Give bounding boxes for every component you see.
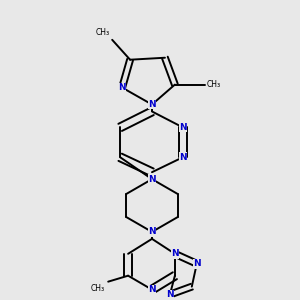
Text: CH₃: CH₃	[207, 80, 221, 89]
Text: N: N	[179, 123, 187, 132]
Text: N: N	[148, 175, 156, 184]
Text: CH₃: CH₃	[96, 28, 110, 37]
Text: N: N	[148, 227, 156, 236]
Text: N: N	[118, 83, 126, 92]
Text: CH₃: CH₃	[91, 284, 105, 293]
Text: N: N	[179, 153, 187, 162]
Text: N: N	[193, 259, 201, 268]
Text: N: N	[166, 290, 174, 299]
Text: N: N	[148, 100, 156, 109]
Text: N: N	[148, 285, 156, 294]
Text: N: N	[171, 249, 179, 258]
